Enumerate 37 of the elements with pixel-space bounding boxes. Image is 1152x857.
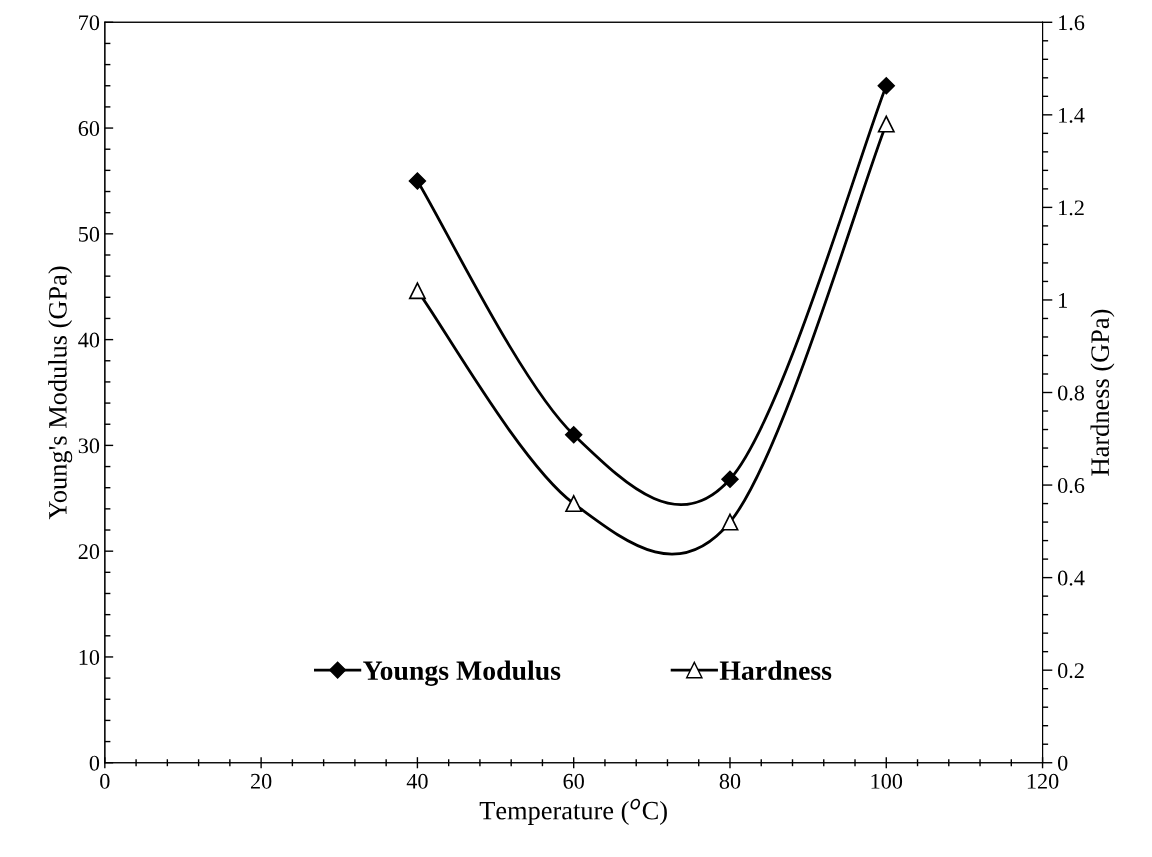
y-tick-label: 70: [79, 15, 100, 31]
x-axis-title: Temperature ($^{o}$C): [479, 798, 667, 825]
y-tick-label: 10: [79, 649, 100, 665]
y2-tick-label: 1.2: [1059, 200, 1084, 216]
y2-tick-label: 1.6: [1059, 15, 1085, 31]
point: [408, 172, 427, 190]
point: [565, 495, 583, 513]
y2-tick-label: 0.6: [1057, 477, 1085, 494]
y2-tick-label: 0.4: [1057, 570, 1085, 586]
x-tick-label: 0: [100, 773, 110, 789]
y-tick-label: 30: [78, 438, 100, 454]
y2-axis-title: Hardness (GPa): [1090, 309, 1115, 476]
y-tick-label: 40: [78, 332, 100, 348]
point: [721, 513, 739, 531]
x-tick-label: 40: [406, 773, 428, 789]
x-tick-label: 80: [719, 773, 741, 789]
y2-tick-label: 1.4: [1059, 107, 1085, 123]
y2-tick-label: 0: [1057, 755, 1068, 771]
legend-label: Hardness: [719, 660, 832, 681]
point: [565, 426, 583, 444]
point: [877, 77, 895, 95]
x-tick-label: 120: [1027, 773, 1059, 789]
legend-label: Youngs Modulus: [363, 660, 561, 686]
y2-tick-label: 1: [1059, 292, 1067, 308]
y-tick-label: 20: [78, 544, 100, 560]
x-tick-label: 100: [871, 773, 903, 789]
point: [408, 282, 426, 300]
y2-tick-label: 0.8: [1057, 385, 1085, 401]
y2-tick-label: 0.2: [1057, 663, 1084, 679]
y-tick-label: 0: [89, 755, 100, 771]
x-tick-label: 60: [563, 773, 584, 789]
point: [721, 470, 739, 488]
y-tick-label: 60: [78, 120, 100, 136]
y-tick-label: 50: [79, 226, 100, 242]
y-axis-title: Young's Modulus (GPa): [48, 266, 73, 520]
x-tick-label: 20: [250, 773, 272, 789]
point: [877, 115, 895, 133]
